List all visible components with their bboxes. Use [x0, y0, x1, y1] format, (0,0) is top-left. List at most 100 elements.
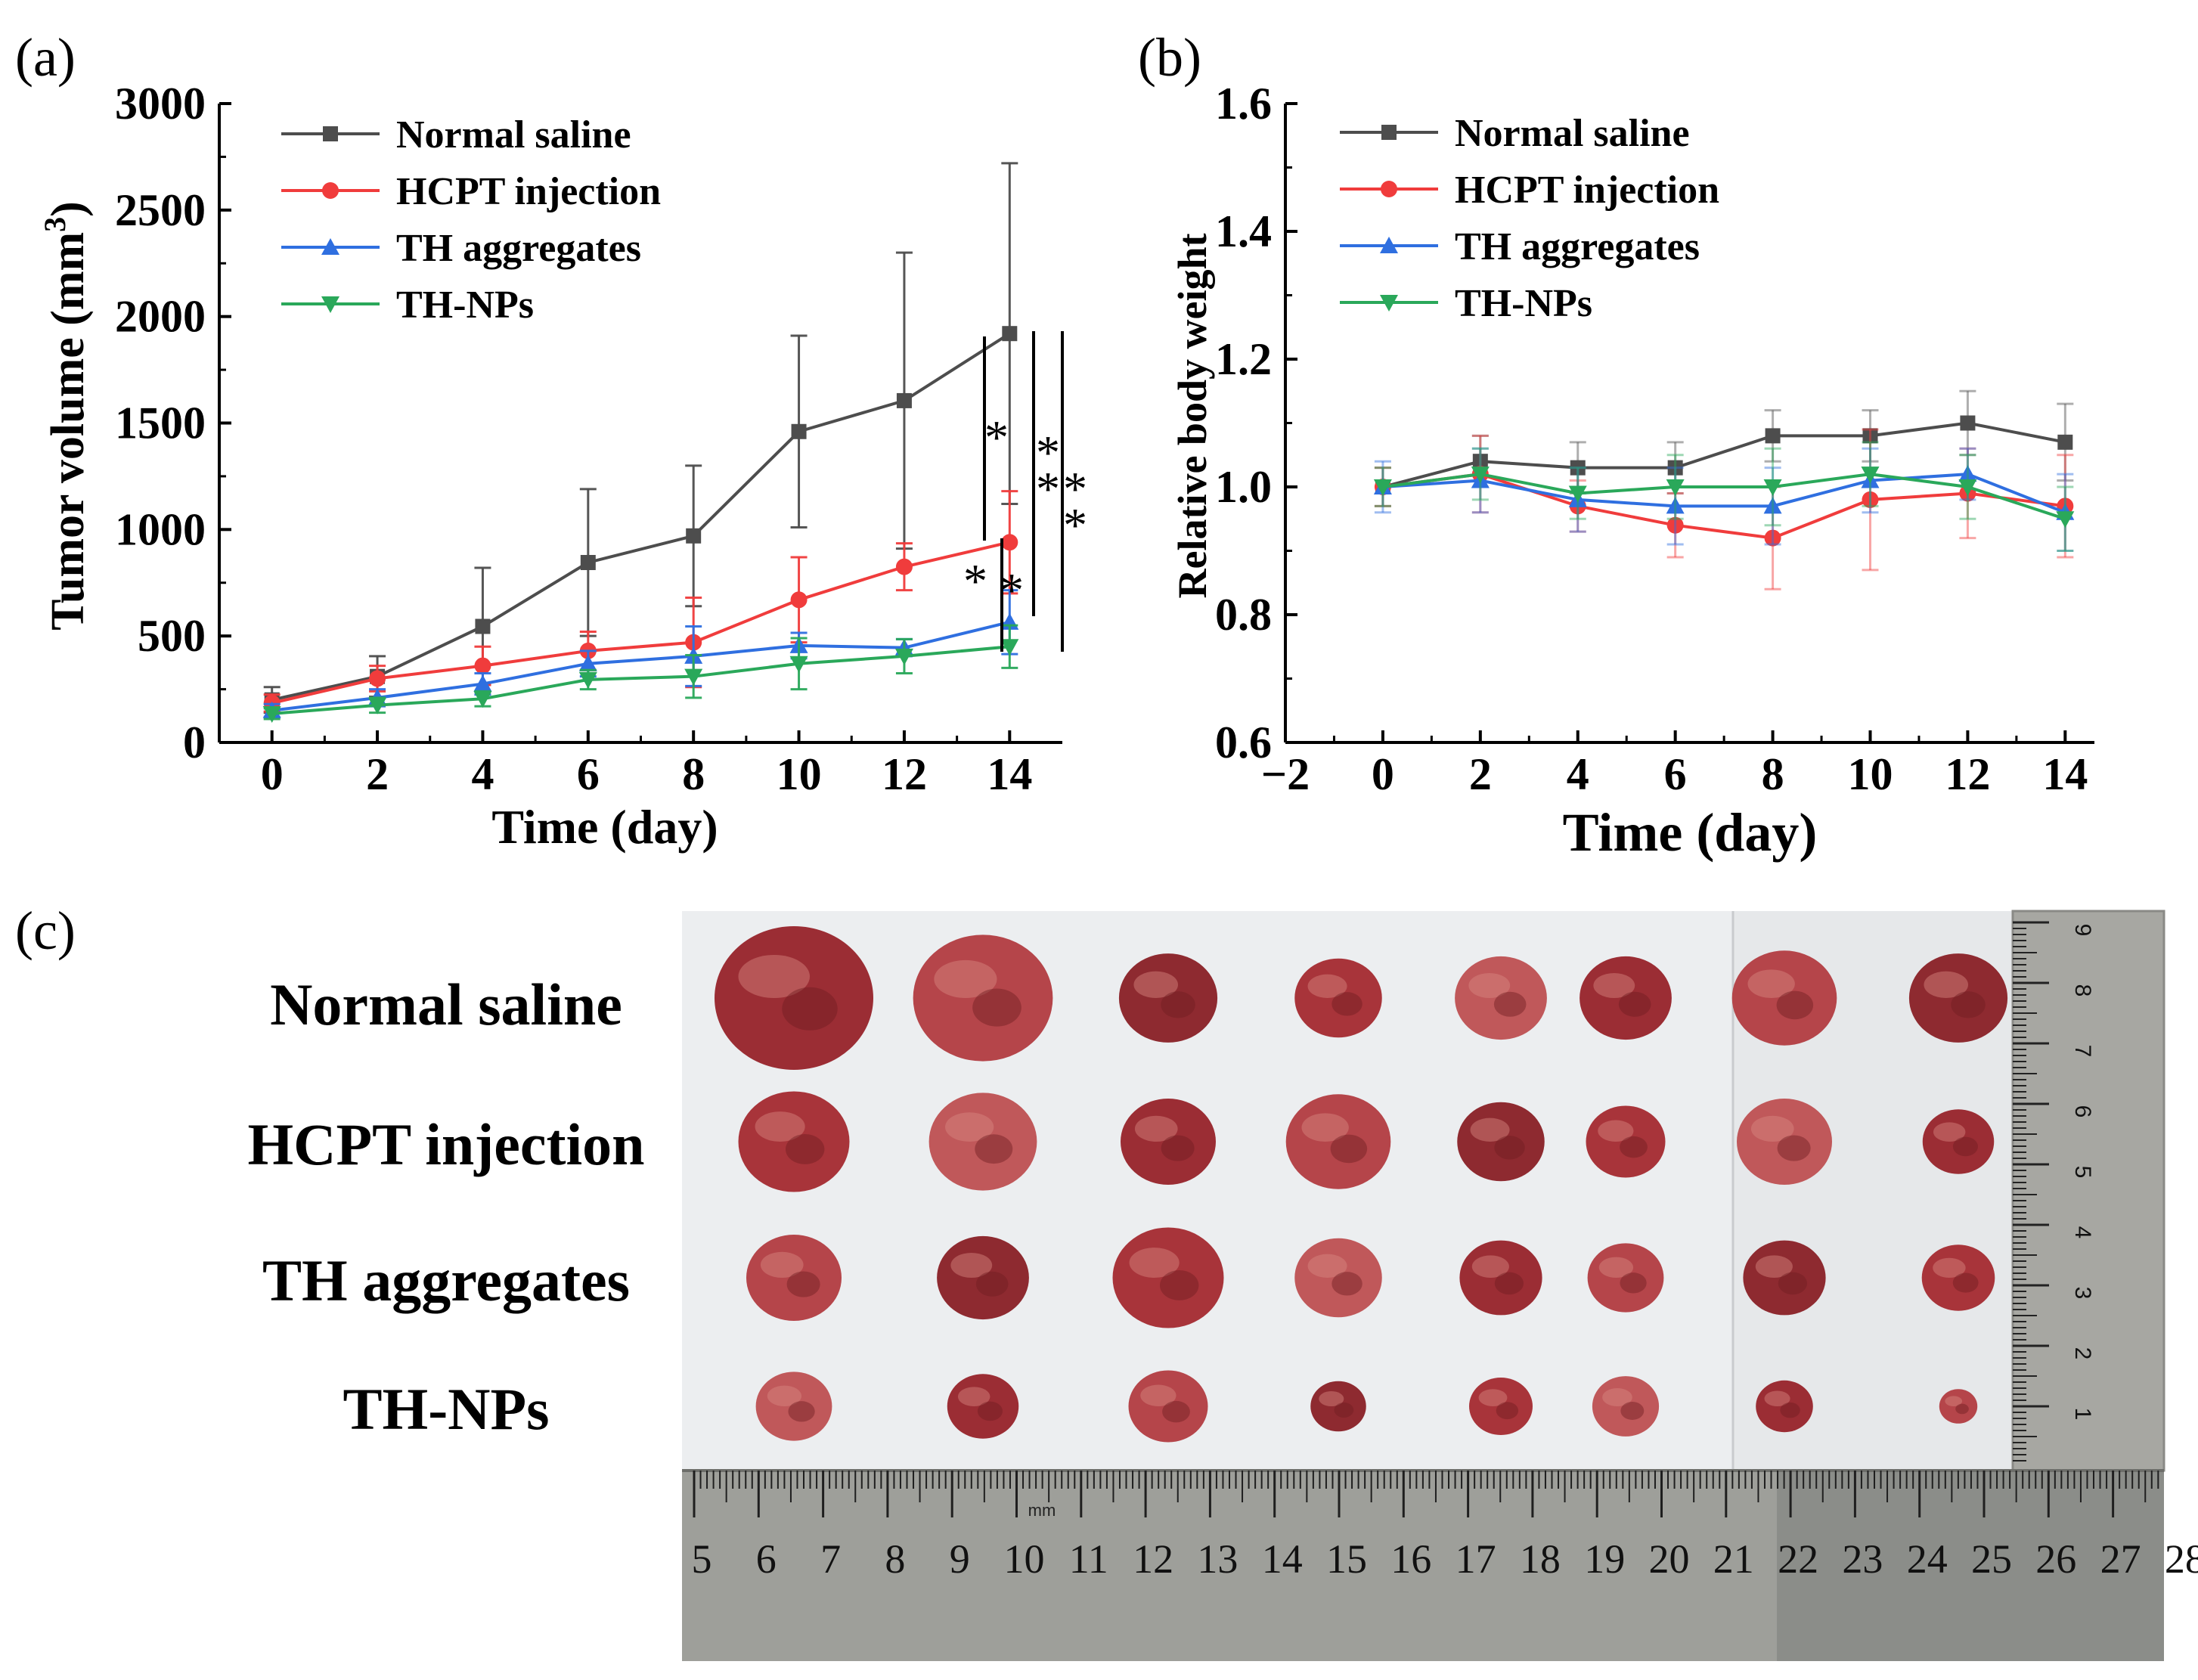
ruler-number: 25	[1971, 1536, 2012, 1582]
tumor	[1580, 956, 1672, 1040]
tumor-shadow	[1951, 991, 1986, 1018]
tumor	[1587, 1243, 1664, 1313]
data-point	[2056, 511, 2075, 528]
tumor-body	[913, 935, 1053, 1062]
x-tick-label: 2	[366, 749, 389, 799]
ruler-number: 12	[1133, 1536, 1173, 1582]
tumor-shadow	[1776, 990, 1814, 1020]
tumor	[913, 935, 1053, 1062]
x-axis-title-a: Time (day)	[491, 800, 718, 854]
tumor-shadow	[786, 1271, 820, 1297]
tumor-highlight	[760, 1251, 804, 1278]
data-point	[1861, 466, 1880, 484]
tumor-shadow	[1780, 1402, 1800, 1418]
tumor-shadow	[1332, 1272, 1363, 1296]
tumor-body	[1939, 1389, 1978, 1424]
tumor-body	[1118, 953, 1218, 1043]
panel-label-c: (c)	[15, 900, 76, 961]
ruler-number: 18	[1520, 1536, 1561, 1582]
significance-star: *	[984, 411, 1009, 464]
tumor-shadow	[1162, 1400, 1190, 1423]
data-point	[895, 558, 913, 575]
data-point	[369, 670, 386, 687]
row-label: TH aggregates	[262, 1248, 630, 1313]
tumor-highlight	[1134, 1115, 1178, 1142]
ruler-number: 28	[2165, 1536, 2198, 1582]
tumor-highlight	[1933, 1122, 1966, 1142]
vertical-ruler-number: 1	[2070, 1408, 2095, 1421]
legend-b: Normal saline HCPT injection TH aggregates…	[1340, 112, 1719, 325]
data-point	[686, 528, 702, 544]
data-point	[791, 423, 807, 439]
y-tick-label: 1.2	[1215, 334, 1272, 384]
legend-label: TH aggregates	[396, 227, 641, 270]
data-point	[578, 671, 597, 689]
ruler-number: 14	[1262, 1536, 1303, 1582]
ruler-number: 23	[1842, 1536, 1883, 1582]
series-line	[1382, 473, 2066, 521]
ruler-number: 6	[756, 1536, 777, 1582]
tumor-body	[746, 1235, 842, 1321]
data-a	[262, 162, 1019, 723]
tumor-shadow	[785, 1134, 825, 1164]
y-tick-label: 0	[183, 718, 206, 767]
data-point	[1763, 479, 1782, 496]
tumor-highlight	[1933, 1257, 1966, 1278]
tumor-grid	[715, 926, 2008, 1443]
data-point	[894, 648, 913, 665]
ruler-number: 5	[692, 1536, 712, 1582]
vertical-ruler-body	[2013, 911, 2164, 1471]
series-th-nps	[1373, 441, 2075, 552]
tumor-highlight	[1129, 1248, 1180, 1279]
tumor-highlight	[1602, 1388, 1632, 1406]
tumor	[738, 1091, 850, 1192]
tumor-shadow	[1330, 1134, 1368, 1164]
vertical-ruler-number: 8	[2070, 984, 2095, 997]
vertical-ruler-number: 6	[2070, 1105, 2095, 1118]
y-tick-label: 1000	[115, 504, 206, 554]
tumor	[1118, 953, 1218, 1043]
tumor-shadow	[972, 988, 1021, 1027]
data-point	[1960, 415, 1976, 431]
vertical-ruler: 9 8 7 6 5 4 3 2 1	[2011, 910, 2165, 1472]
x-tick-label: 2	[1469, 749, 1492, 799]
tumor-body	[738, 1091, 850, 1192]
tumor-body	[1294, 958, 1382, 1038]
tumor-shadow	[1496, 1402, 1519, 1420]
tumor-body	[928, 1093, 1037, 1191]
y-tick-label: 2000	[115, 292, 206, 342]
x-tick-label: 8	[682, 749, 705, 799]
tumor-shadow	[1618, 991, 1651, 1017]
tumor-shadow	[975, 1134, 1013, 1164]
chart-body-weight: (b) 0.6 0.8 1.0 1.2 1.4 1.6 −2 0 2 4 6 8 10 12 14 Norm…	[1138, 27, 2094, 863]
tumor-shadow	[1778, 1272, 1808, 1295]
tumor	[1939, 1389, 1978, 1424]
x-tick-label: 4	[471, 749, 494, 799]
series-line	[1382, 473, 2066, 540]
x-axis-title-b: Time (day)	[1563, 802, 1818, 863]
data-point	[1666, 516, 1684, 534]
significance-star: *	[1063, 462, 1087, 516]
legend-a: Normal saline HCPT injection TH aggregates…	[281, 113, 661, 327]
axes-a: 0 500 1000 1500 2000 2500 3000 0 2 4 6 8 10 12 14	[115, 79, 1062, 799]
tumor-shadow	[1620, 1402, 1645, 1420]
y-tick-label: 500	[138, 611, 206, 661]
y-tick-label: 1500	[115, 398, 206, 448]
legend-marker	[322, 182, 339, 199]
tumor	[1294, 958, 1382, 1038]
tumor	[937, 1235, 1029, 1320]
data-point	[262, 705, 281, 723]
tumor-shadow	[788, 1401, 815, 1422]
x-tick-label: 12	[1945, 749, 1990, 799]
data-point	[1667, 460, 1683, 476]
significance-star: *	[1036, 462, 1060, 516]
data-point	[1958, 465, 1977, 482]
tumor	[1731, 950, 1837, 1046]
tumor-photo-panel: (c) Normal saline HCPT injection TH aggreg…	[15, 900, 2198, 1661]
x-tick-label: 4	[1567, 749, 1589, 799]
tumor	[1310, 1381, 1366, 1432]
data-point	[580, 554, 596, 570]
tumor-body	[1587, 1243, 1664, 1313]
data-point	[473, 691, 492, 708]
tumor	[1743, 1240, 1826, 1316]
